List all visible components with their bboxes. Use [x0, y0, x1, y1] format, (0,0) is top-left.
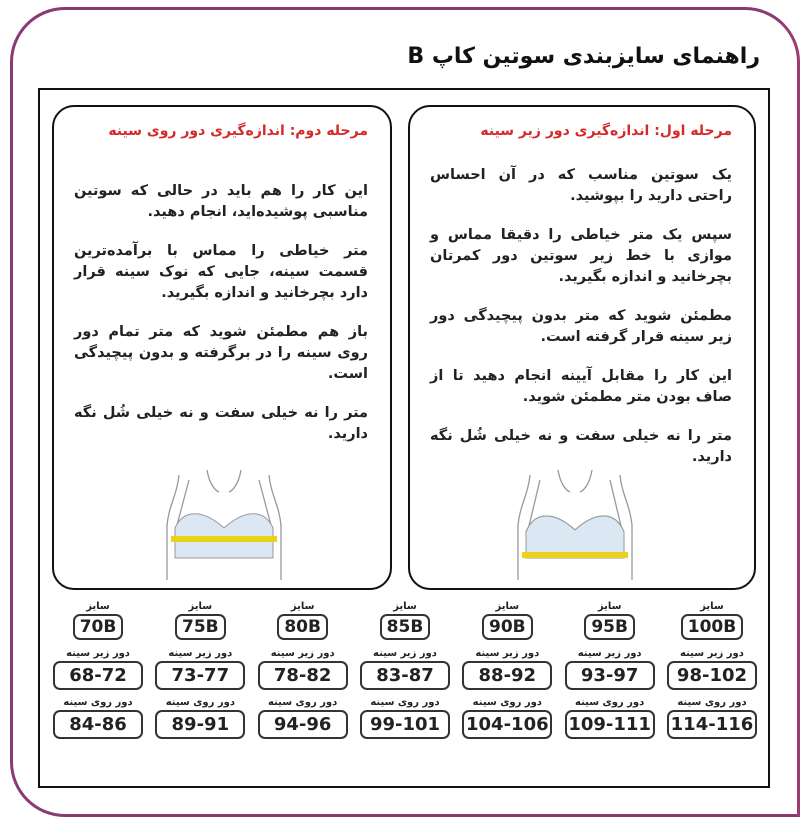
underbust-label: دور زیر سینه: [168, 648, 233, 659]
size-table: سایز 100B دور زیر سینه 98-102 دور روی سی…: [50, 600, 760, 745]
step1-paragraph: متر را نه خیلی سفت و نه خیلی شُل نگه دار…: [430, 428, 732, 465]
size-column: سایز 80B دور زیر سینه 78-82 دور روی سینه…: [255, 600, 351, 745]
size-value: 85B: [379, 614, 431, 640]
bust-label: دور روی سینه: [472, 697, 542, 708]
underbust-value: 93-97: [564, 661, 655, 690]
step1-paragraph: سپس یک متر خیاطی را دقیقا مماس و موازی ب…: [430, 227, 732, 285]
size-value: 95B: [584, 614, 635, 640]
bust-label: دور روی سینه: [370, 697, 440, 708]
step2-paragraph: متر را نه خیلی سفت و نه خیلی شُل نگه دار…: [74, 405, 368, 442]
step1-paragraph: این کار را مقابل آیینه انجام دهید تا از …: [430, 368, 732, 405]
step1-heading: مرحله اول: اندازه‌گیری دور زیر سینه: [480, 123, 732, 139]
bust-value: 99-101: [359, 710, 450, 739]
underbust-label: دور زیر سینه: [270, 648, 335, 659]
bust-label: دور روی سینه: [63, 697, 133, 708]
page-title: راهنمای سایزبندی سوتین کاپ B: [407, 44, 760, 69]
bust-value: 104-106: [462, 710, 553, 739]
underbust-label: دور زیر سینه: [373, 648, 437, 659]
underbust-label: دور زیر سینه: [680, 648, 744, 659]
size-column: سایز 100B دور زیر سینه 98-102 دور روی سی…: [664, 600, 760, 745]
step2-paragraph: متر خیاطی را مماس با برآمده‌ترین قسمت سی…: [74, 243, 368, 301]
size-column: سایز 85B دور زیر سینه 83-87 دور روی سینه…: [357, 600, 453, 745]
underbust-label: دور زیر سینه: [475, 648, 540, 659]
bust-value: 109-111: [564, 710, 655, 739]
bust-label: دور روی سینه: [268, 697, 338, 708]
size-label: سایز: [495, 601, 520, 612]
step2-heading: مرحله دوم: اندازه‌گیری دور روی سینه: [108, 123, 368, 139]
underbust-value: 88-92: [462, 661, 553, 690]
step1-panel: مرحله اول: اندازه‌گیری دور زیر سینه یک س…: [408, 105, 756, 590]
underbust-label: دور زیر سینه: [577, 648, 642, 659]
tape-measure: [171, 536, 277, 542]
size-value: 100B: [680, 614, 744, 640]
tape-measure: [522, 552, 628, 558]
bust-value: 89-91: [155, 710, 246, 739]
size-label: سایز: [700, 601, 724, 612]
bust-label: دور روی سینه: [677, 697, 747, 708]
underbust-value: 73-77: [155, 661, 246, 690]
size-column: سایز 70B دور زیر سینه 68-72 دور روی سینه…: [50, 600, 146, 745]
size-label: سایز: [86, 601, 110, 612]
size-column: سایز 95B دور زیر سینه 93-97 دور روی سینه…: [562, 600, 658, 745]
underbust-illustration: [517, 470, 633, 580]
underbust-value: 98-102: [666, 661, 757, 690]
size-value: 70B: [72, 614, 124, 640]
step2-paragraph: این کار را هم باید در حالی که سوتین مناس…: [74, 183, 368, 220]
bust-value: 94-96: [257, 710, 348, 739]
size-label: سایز: [597, 601, 622, 612]
step2-paragraph: باز هم مطمئن شوید که متر تمام دور روی سی…: [74, 324, 368, 382]
size-column: سایز 90B دور زیر سینه 88-92 دور روی سینه…: [459, 600, 555, 745]
size-label: سایز: [393, 601, 417, 612]
bust-value: 114-116: [666, 710, 757, 739]
size-value: 90B: [482, 614, 533, 640]
size-column: سایز 75B دور زیر سینه 73-77 دور روی سینه…: [152, 600, 248, 745]
size-label: سایز: [188, 601, 213, 612]
size-label: سایز: [290, 601, 315, 612]
underbust-value: 78-82: [257, 661, 348, 690]
bust-illustration: [166, 470, 282, 580]
underbust-label: دور زیر سینه: [66, 648, 130, 659]
bust-label: دور روی سینه: [575, 697, 645, 708]
step1-paragraph: یک سوتین مناسب که در آن احساس راحتی داری…: [430, 167, 732, 204]
content-border: [38, 88, 770, 788]
underbust-value: 68-72: [53, 661, 143, 690]
underbust-value: 83-87: [359, 661, 450, 690]
step2-panel: مرحله دوم: اندازه‌گیری دور روی سینه این …: [52, 105, 392, 590]
bust-label: دور روی سینه: [165, 697, 235, 708]
size-value: 75B: [175, 614, 226, 640]
size-value: 80B: [277, 614, 328, 640]
bust-value: 84-86: [53, 710, 143, 739]
step1-paragraph: مطمئن شوید که متر بدون پیچیدگی دور زیر س…: [430, 308, 732, 345]
